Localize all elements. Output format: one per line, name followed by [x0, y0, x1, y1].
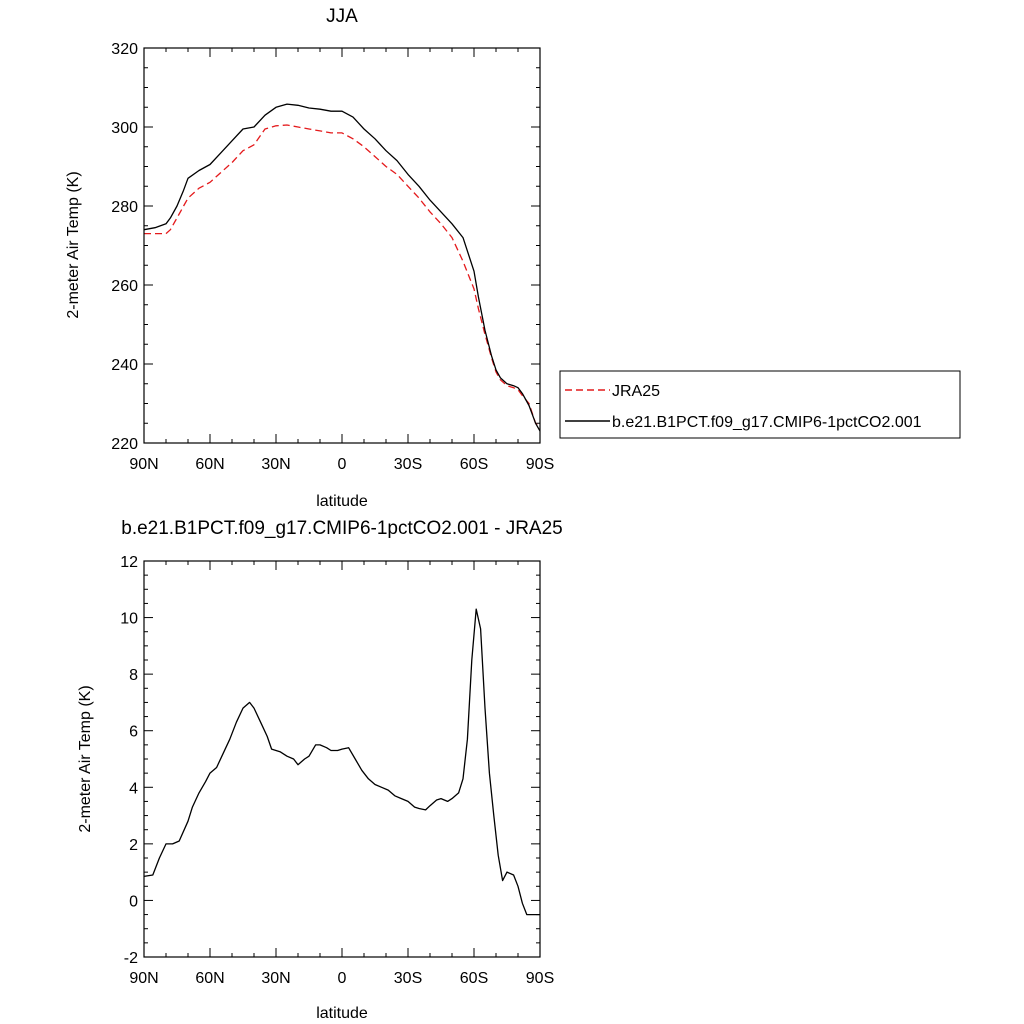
bottom-chart-xtick-label: 30N — [261, 970, 290, 987]
bottom-chart-ytick-label: 2 — [129, 837, 138, 854]
bottom-chart-ytick-label: 6 — [129, 724, 138, 741]
top-chart-xtick-label: 0 — [338, 456, 347, 473]
bottom-chart-tick-labels: 90N 60N 30N 0 30S 60S 90S -2 0 2 4 6 8 10 12 — [120, 554, 554, 987]
bottom-chart-xlabel: latitude — [316, 1005, 368, 1022]
legend-label-model: b.e21.B1PCT.f09_g17.CMIP6-1pctCO2.001 — [612, 414, 922, 431]
bottom-chart-frame — [143, 560, 541, 958]
top-chart-xtick-label: 30S — [394, 456, 422, 473]
bottom-chart-ytick-label: -2 — [124, 950, 138, 967]
bottom-chart-ticks — [143, 560, 541, 958]
top-chart-xlabel: latitude — [316, 493, 368, 510]
bottom-chart-series-line-0 — [143, 608, 540, 916]
top-chart-xtick-label: 30N — [261, 456, 290, 473]
bottom-chart-ytick-label: 12 — [120, 554, 138, 571]
bottom-chart-ylabel: 2-meter Air Temp (K) — [77, 685, 94, 832]
top-chart-ytick-label: 300 — [111, 120, 138, 137]
top-chart-ytick-label: 280 — [111, 199, 138, 216]
bottom-chart-panel: b.e21.B1PCT.f09_g17.CMIP6-1pctCO2.001 - … — [77, 518, 563, 1022]
bottom-chart-ytick-label: 8 — [129, 667, 138, 684]
legend-label-jra25: JRA25 — [612, 383, 660, 400]
top-chart-ytick-label: 240 — [111, 357, 138, 374]
bottom-chart-ytick-label: 10 — [120, 611, 138, 628]
top-chart-ytick-label: 260 — [111, 278, 138, 295]
top-chart-ytick-label: 320 — [111, 41, 138, 58]
bottom-chart-series — [143, 608, 540, 916]
bottom-chart-xtick-label: 0 — [338, 970, 347, 987]
top-chart-series-line-0 — [144, 124, 541, 428]
top-chart-xtick-label: 90N — [129, 456, 158, 473]
top-chart-frame — [143, 47, 541, 444]
bottom-chart-xtick-label: 30S — [394, 970, 422, 987]
bottom-chart-ytick-label: 4 — [129, 780, 138, 797]
bottom-chart-xtick-label: 60S — [460, 970, 488, 987]
bottom-chart-xtick-label: 60N — [195, 970, 224, 987]
top-chart-xtick-label: 90S — [526, 456, 554, 473]
top-chart-title: JJA — [326, 6, 358, 27]
top-chart-series — [143, 103, 541, 432]
top-chart-panel: JJA 90N 60N 30N 0 30S 60S 90S 220 240 260 280 300 32… — [65, 6, 554, 510]
bottom-chart-title: b.e21.B1PCT.f09_g17.CMIP6-1pctCO2.001 - … — [121, 518, 562, 539]
bottom-chart-ytick-label: 0 — [129, 893, 138, 910]
top-chart-ytick-label: 220 — [111, 436, 138, 453]
bottom-chart-xtick-label: 90N — [129, 970, 158, 987]
top-chart-xtick-label: 60N — [195, 456, 224, 473]
top-chart-ylabel: 2-meter Air Temp (K) — [65, 171, 82, 318]
legend-box — [559, 370, 961, 439]
top-chart-xtick-label: 60S — [460, 456, 488, 473]
top-chart-series-line-1 — [143, 103, 541, 432]
chart-legend: JRA25 b.e21.B1PCT.f09_g17.CMIP6-1pctCO2.… — [559, 370, 961, 439]
top-chart-tick-labels: 90N 60N 30N 0 30S 60S 90S 220 240 260 280 300 320 — [111, 41, 554, 473]
bottom-chart-xtick-label: 90S — [526, 970, 554, 987]
